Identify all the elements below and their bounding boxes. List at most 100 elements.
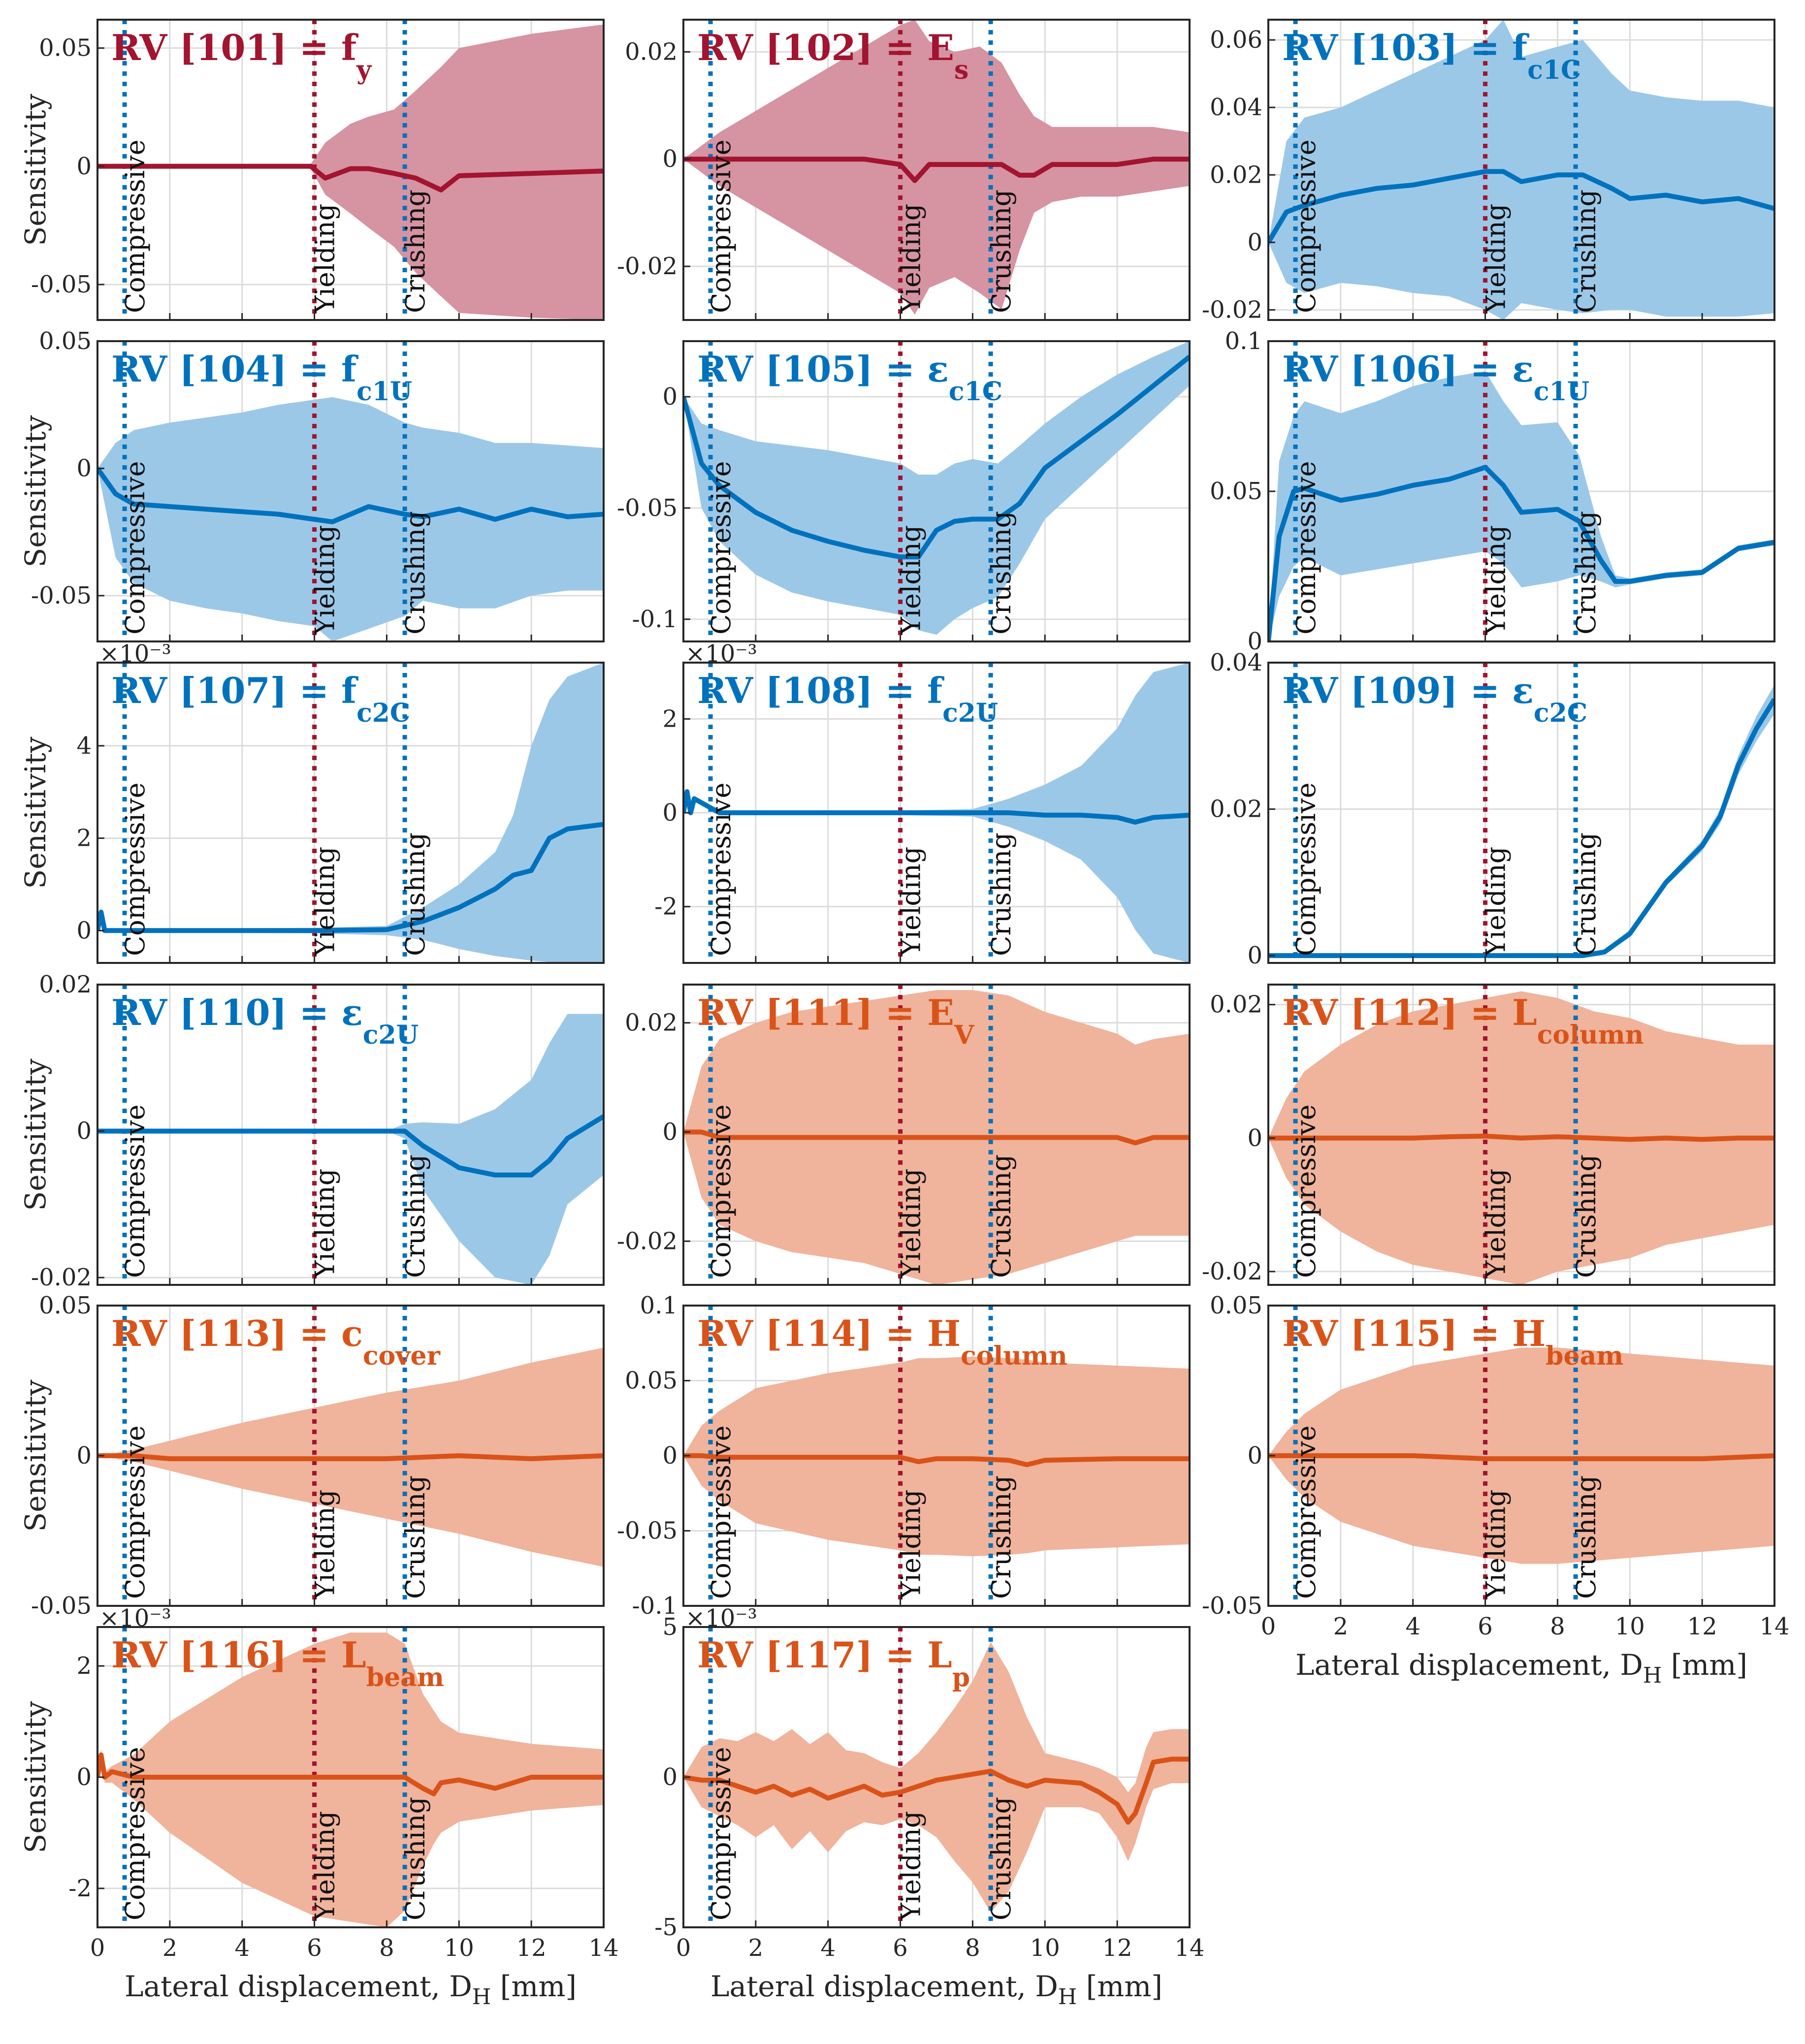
y-tick-label: 0 [662,1763,677,1791]
y-axis-label: Sensitivity [19,415,52,567]
x-tick-label: 10 [1030,1934,1060,1962]
y-tick-label: 0.02 [625,38,677,65]
phase-label-yielding: Yielding [1481,525,1512,635]
y-tick-label: -0.02 [1202,1258,1262,1285]
mean-line [683,1453,1190,1468]
plot-area [683,341,1190,641]
axes-frame [97,984,605,1286]
x-tick-label: 2 [162,1934,178,1962]
panel-title: RV [110] = εc2U [111,991,419,1050]
y-tick-label: 0 [1247,1442,1262,1469]
phase-label-yielding: Yielding [1481,847,1512,957]
phase-label-yielding: Yielding [310,525,341,635]
y-tick-label: -0.05 [31,1592,92,1620]
phase-label-crushing: Crushing [400,1154,431,1278]
x-tick-label: 2 [1333,1613,1349,1640]
plot-area [683,1627,1190,1927]
y-tick-label: 4 [76,732,92,760]
phase-label-compressive: Compressive [120,1747,151,1920]
y-tick-label: 0.05 [39,327,92,355]
y-tick-label: 0.02 [1210,161,1262,189]
x-axis-label: Lateral displacement, DH [mm] [1295,1648,1747,1688]
mean-line [1268,1133,1774,1142]
plot-area [97,1627,604,1927]
mean-line [97,1453,604,1462]
confidence-band [683,20,1190,315]
plot-area [1268,341,1774,641]
axis-exponent: ×10⁻³ [99,1604,171,1632]
phase-label-compressive: Compressive [120,1425,151,1599]
phase-label-compressive: Compressive [120,1104,151,1278]
phase-label-compressive: Compressive [706,1747,737,1920]
mean-line [683,1129,1190,1146]
phase-label-compressive: Compressive [120,139,151,313]
plot-area [683,985,1190,1285]
panel-title: RV [106] = εc1U [1282,348,1589,407]
panel-101: Compressive Yielding Crushing -0.05 0 0.05 Sen… [19,19,605,321]
panel-title: RV [108] = fc2U [697,670,998,728]
phase-label-compressive: Compressive [120,782,151,956]
axes-frame [682,984,1191,1286]
plot-area [97,20,604,320]
mean-line [97,1114,604,1178]
phase-label-compressive: Compressive [706,1104,737,1278]
axis-exponent: ×10⁻³ [685,640,757,668]
confidence-band [97,1632,604,1927]
x-tick-label: 4 [820,1934,836,1962]
x-tick-label: 10 [444,1934,474,1962]
phase-label-crushing: Crushing [1571,832,1602,956]
panel-title: RV [117] = Lp [697,1634,970,1693]
phase-label-crushing: Crushing [1571,1475,1602,1599]
x-tick-label: 0 [90,1934,105,1962]
y-tick-label: -0.02 [617,253,677,280]
confidence-band [683,341,1190,635]
panel-title: RV [114] = Hcolumn [697,1312,1067,1371]
phase-label-yielding: Yielding [1481,1169,1512,1278]
phase-label-yielding: Yielding [1481,204,1512,314]
axis-exponent: ×10⁻³ [99,640,171,668]
y-tick-label: 0.05 [39,34,92,62]
panel-title: RV [107] = fc2C [111,670,410,728]
y-axis-label: Sensitivity [19,1379,52,1532]
x-tick-label: 6 [1478,1613,1493,1640]
phase-label-crushing: Crushing [1571,1154,1602,1278]
y-axis-label: Sensitivity [19,1701,52,1853]
y-tick-label: 0.02 [625,1009,677,1037]
mean-line [683,789,1190,825]
phase-label-yielding: Yielding [1481,1490,1512,1599]
mean-line [683,157,1190,183]
phase-label-compressive: Compressive [1290,1104,1322,1278]
panel-title: RV [116] = Lbeam [111,1634,444,1693]
y-tick-label: -2 [68,1875,92,1902]
phase-label-crushing: Crushing [986,1797,1017,1920]
axis-exponent: ×10⁻³ [685,1604,757,1632]
x-tick-label: 0 [676,1934,691,1962]
mean-line [97,163,604,192]
panel-title: RV [101] = fy [111,27,372,85]
y-tick-label: 0.02 [1210,991,1262,1019]
x-tick-label: 10 [1615,1613,1645,1640]
phase-label-compressive: Compressive [1290,1425,1322,1599]
mean-line [97,1752,604,1796]
x-tick-label: 12 [1687,1613,1717,1640]
phase-label-crushing: Crushing [1571,190,1602,313]
phase-label-crushing: Crushing [400,511,431,635]
panel-title: RV [104] = fc1U [111,348,412,407]
y-tick-label: 0.05 [625,1367,677,1395]
panel-112: Compressive Yielding Crushing -0.02 0 0.02 RV … [1202,984,1775,1286]
x-tick-label: 8 [965,1934,980,1962]
y-tick-label: 0 [1247,228,1262,256]
panel-105: Compressive Yielding Crushing -0.1 -0.05 0 RV … [617,340,1191,642]
panel-111: Compressive Yielding Crushing -0.02 0 0.02 RV … [617,984,1191,1286]
y-tick-label: -0.05 [1202,1592,1262,1620]
x-tick-label: 4 [234,1934,250,1962]
phase-label-compressive: Compressive [1290,782,1322,956]
y-tick-label: -0.05 [617,1517,677,1545]
y-tick-label: 0.05 [1210,1292,1262,1319]
phase-label-compressive: Compressive [120,461,151,635]
y-tick-label: 0 [76,153,92,180]
plot-area [683,663,1190,963]
x-tick-label: 6 [307,1934,322,1962]
